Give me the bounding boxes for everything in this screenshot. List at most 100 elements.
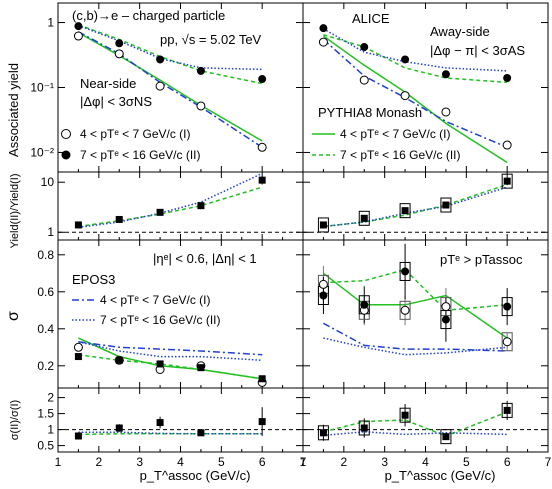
away-yield_ratio-syst-box (399, 203, 411, 219)
near-yield_ratio-point (74, 221, 82, 229)
away-sigma-point-II (360, 300, 369, 309)
legend-data-I: 4 < pTᵉ < 7 GeV/c (I) (80, 127, 191, 141)
legend-pythia-I: 4 < pTᵉ < 7 GeV/c (I) (340, 127, 451, 141)
away-yield-point-I (359, 75, 369, 85)
ylabel-yield-ratio: Yield(II)/Yield(I) (9, 174, 21, 249)
pythia-label: PYTHIA8 Monash (318, 105, 422, 120)
away-yield-point-I (441, 107, 451, 117)
away-sigma_ratio-point (360, 424, 368, 432)
near-sigma-epos-II (78, 341, 263, 362)
near-yield-point-II (196, 66, 205, 75)
near-sigma_ratio-ytick-label: 2 (47, 391, 54, 405)
away-yield_ratio-point (360, 214, 368, 222)
near-xtick-label: 7 (300, 455, 307, 469)
away-yield-point-II (441, 70, 450, 79)
away-sigma_ratio-syst-box (358, 420, 370, 436)
near-yield_ratio-point (115, 215, 123, 223)
pt-order-label: pTᵉ > pTassoc (440, 252, 523, 267)
away-sigma-epos-II (323, 337, 508, 356)
away-sigma_ratio-point (503, 406, 511, 414)
near-sigma-point-II (197, 364, 205, 372)
away-sigma_ratio-syst-box (501, 402, 513, 418)
legend-data-II: 7 < pTᵉ < 16 GeV/c (II) (80, 148, 201, 162)
away-yield-point-II (319, 24, 328, 33)
away-sigma-point-II (401, 267, 410, 276)
away-yield-point-II (401, 55, 410, 64)
near-sigma_ratio-point (258, 418, 266, 426)
near-sigma-ytick-label: 0.6 (37, 285, 54, 299)
away-sigma-syst-box-II (399, 261, 411, 281)
away-sigma-point-I (318, 279, 328, 289)
away-xtick-label: 5 (463, 455, 470, 469)
near-sigma_ratio-point (115, 424, 123, 432)
away-yield_ratio-syst-box (501, 173, 513, 189)
away-side-label: Away-side (430, 24, 490, 39)
near-xtick-label: 4 (177, 455, 184, 469)
away-sigma_ratio-point (442, 433, 450, 441)
away-yield-point-II (503, 74, 512, 83)
legend-marker-data-I (61, 129, 71, 139)
near-sigma-point-II (115, 356, 123, 364)
ylabel-sigma: σ (5, 311, 22, 321)
near-sigma-ytick-label: 0.4 (37, 322, 54, 336)
away-sigma_ratio-syst-box (440, 429, 452, 445)
near-yield_ratio-point (156, 208, 164, 216)
near-yield_ratio-epos (78, 172, 263, 229)
away-yield_ratio-point (319, 221, 327, 229)
near-sigma-ytick-label: 0.2 (37, 359, 54, 373)
away-xtick-label: 1 (300, 455, 307, 469)
near-sigma_ratio-ytick-label: 0.5 (37, 439, 54, 453)
away-sigma-point-I (502, 337, 512, 347)
alice-label: ALICE (352, 11, 390, 26)
away-yield-epos-II (323, 28, 508, 72)
away-xtick-label: 3 (381, 455, 388, 469)
near-sigma_ratio-ytick-label: 1 (47, 423, 54, 437)
epos-label: EPOS3 (72, 272, 115, 287)
near-yield-ytick-label: 1 (47, 16, 54, 30)
away-sigma-point-II (503, 302, 512, 311)
near-yield-point-II (115, 39, 124, 48)
near-side-cut: |Δφ| < 3σNS (80, 94, 152, 109)
xlabel-left: p_T^assoc (GeV/c) (140, 468, 251, 483)
near-sigma-point-I (73, 342, 83, 352)
near-yield_ratio-point (258, 176, 266, 184)
near-xtick-label: 5 (218, 455, 225, 469)
near-sigma_ratio-epos (78, 431, 263, 435)
away-xtick-label: 7 (545, 455, 552, 469)
legend-pythia-II: 7 < pTᵉ < 16 GeV/c (II) (340, 148, 461, 162)
near-yield-point-II (258, 75, 267, 84)
away-sigma-syst-box-I (399, 300, 411, 320)
near-sigma-point-II (74, 353, 82, 361)
legend-epos-I: 4 < pTᵉ < 7 GeV/c (I) (100, 293, 211, 307)
away-yield-point-I (318, 37, 328, 47)
eta-cut-label: |ηᵉ| < 0.6, |Δη| < 1 (153, 251, 257, 266)
near-sigma-point-II (258, 375, 266, 383)
near-yield-point-I (155, 81, 165, 91)
near-yield-point-I (257, 142, 267, 152)
away-sigma-epos-I (323, 322, 508, 352)
away-sigma_ratio-syst-box (317, 425, 329, 441)
near-yield_ratio-point (197, 202, 205, 210)
near-sigma-ytick-label: 0.8 (37, 248, 54, 262)
away-yield_ratio-point (401, 207, 409, 215)
ylabel-yield: Associated yield (6, 63, 21, 157)
near-yield-ytick-label: 10⁻² (30, 145, 54, 159)
away-sigma-point-II (441, 315, 450, 324)
away-sigma-point-I (400, 305, 410, 315)
away-yield-point-II (360, 43, 369, 52)
away-yield-pythia-II (323, 33, 508, 84)
away-xtick-label: 4 (422, 455, 429, 469)
near-yield_ratio-ytick-label: 10 (41, 175, 55, 189)
near-side-label: Near-side (80, 76, 136, 91)
away-yield-point-I (400, 91, 410, 101)
process-label: (c,b)→e – charged particle (72, 8, 225, 23)
away-xtick-label: 2 (340, 455, 347, 469)
near-sigma_ratio-pythia (78, 433, 263, 436)
near-sigma_ratio-point (156, 419, 164, 427)
near-xtick-label: 6 (259, 455, 266, 469)
away-yield_ratio-syst-box (358, 210, 370, 226)
near-xtick-label: 1 (55, 455, 62, 469)
away-sigma-syst-box-I (501, 332, 513, 352)
